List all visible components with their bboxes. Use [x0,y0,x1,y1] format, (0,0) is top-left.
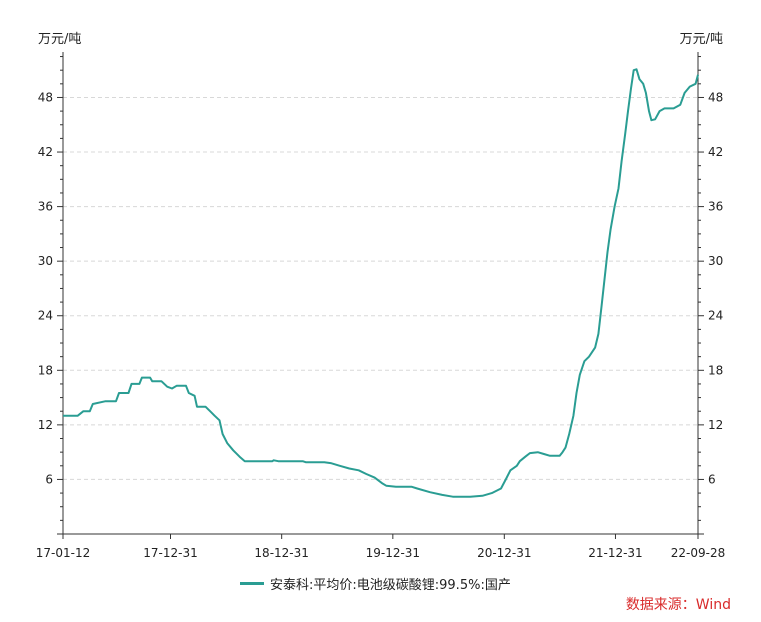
series-line [63,68,699,498]
y-right-tick-label: 30 [708,254,723,268]
legend: 安泰科:平均价:电池级碳酸锂:99.5%:国产 [240,574,511,593]
gridlines [63,96,698,480]
x-tick-label: 21-12-31 [588,546,642,560]
y-axis-right-unit: 万元/吨 [679,32,723,47]
y-left-tick-label: 30 [38,254,53,268]
y-left-tick-label: 36 [38,200,53,214]
x-axis-ticks: 17-01-12 17-12-31 18-12-31 19-12-31 20-12-31… [36,534,725,560]
x-tick-label: 17-12-31 [143,546,197,560]
x-tick-label: 20-12-31 [477,546,531,560]
x-tick-label: 22-09-28 [671,546,725,560]
y-left-tick-label: 42 [38,145,53,159]
y-right-tick-label: 24 [708,309,723,323]
x-tick-label: 17-01-12 [36,546,90,560]
y-right-tick-label: 48 [708,90,723,104]
y-left-tick-label: 12 [38,418,53,432]
y-left-tick-label: 48 [38,90,53,104]
y-left-tick-label: 18 [38,363,53,377]
legend-swatch [240,582,264,585]
y-left-tick-label: 24 [38,309,53,323]
axes [62,52,699,535]
y-left-tick-label: 6 [45,472,53,486]
y-axis-left-unit: 万元/吨 [38,32,82,47]
x-tick-label: 19-12-31 [366,546,420,560]
series-group [63,68,699,498]
y-right-tick-label: 42 [708,145,723,159]
y-right-tick-label: 6 [708,472,716,486]
y-axis-right-ticks: 6 12 18 24 30 36 42 48 [698,56,723,535]
y-right-tick-label: 12 [708,418,723,432]
legend-label: 安泰科:平均价:电池级碳酸锂:99.5%:国产 [270,578,511,593]
y-right-tick-label: 36 [708,200,723,214]
y-right-tick-label: 18 [708,363,723,377]
source-label: 数据来源：Wind [625,597,731,613]
y-axis-left-ticks: 6 12 18 24 30 36 42 48 [38,56,63,535]
x-tick-label: 18-12-31 [254,546,308,560]
